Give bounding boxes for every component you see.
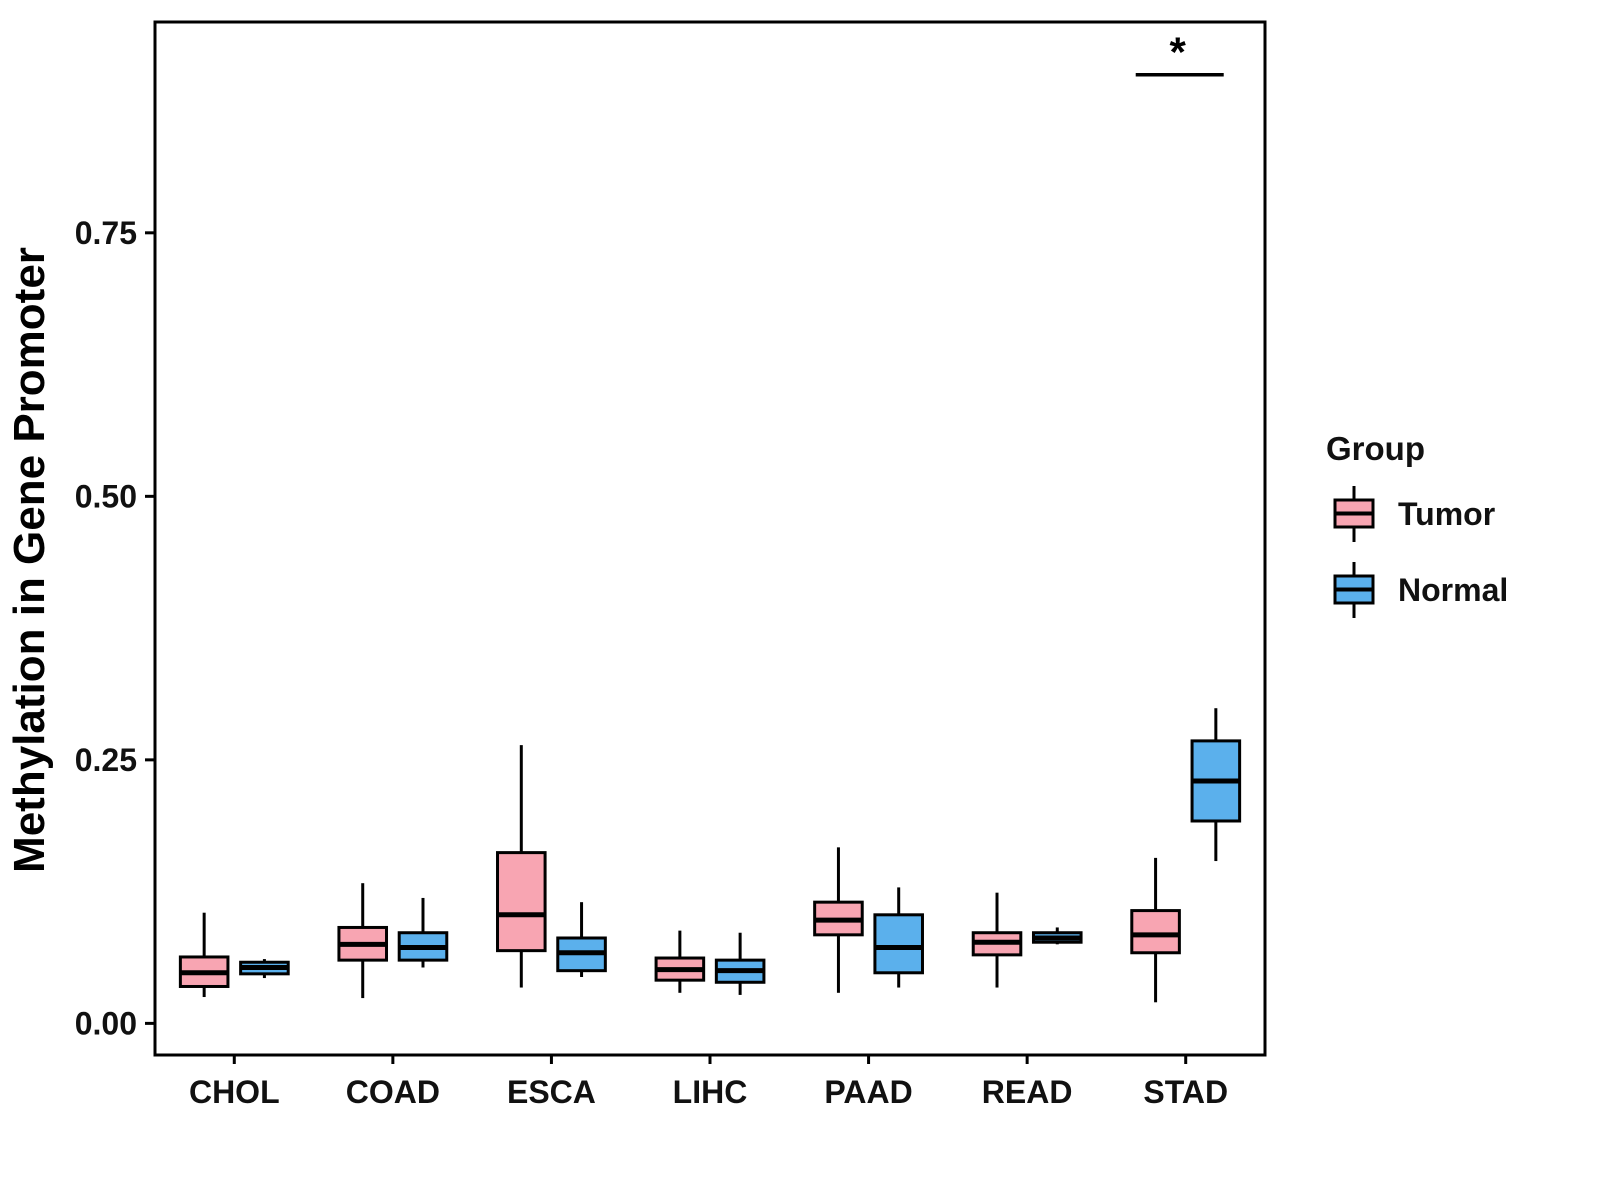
boxplot-COAD-tumor bbox=[337, 883, 389, 999]
boxplot-ESCA-tumor bbox=[496, 745, 547, 988]
boxplot-CHOL-normal bbox=[239, 959, 290, 979]
boxplot-LIHC-tumor bbox=[654, 930, 706, 993]
boxplot-STAD-tumor bbox=[1130, 857, 1181, 1003]
x-tick-label: READ bbox=[982, 1074, 1073, 1110]
x-tick-label: CHOL bbox=[189, 1074, 280, 1110]
box bbox=[496, 851, 547, 953]
boxplot-READ-normal bbox=[1031, 927, 1083, 945]
legend-key-normal-boxplot-icon bbox=[1333, 562, 1375, 618]
legend-item-normal: Normal bbox=[1326, 558, 1508, 622]
legend-label-normal: Normal bbox=[1398, 571, 1509, 608]
x-tick-label: LIHC bbox=[673, 1074, 748, 1110]
significance-star: * bbox=[1170, 29, 1187, 76]
y-axis-title: Methylation in Gene Promoter bbox=[5, 247, 54, 873]
x-tick-label: ESCA bbox=[507, 1074, 596, 1110]
x-tick-label: COAD bbox=[346, 1074, 440, 1110]
legend-item-tumor: Tumor bbox=[1326, 482, 1508, 546]
boxplot-ESCA-normal bbox=[556, 902, 607, 977]
boxplot-COAD-normal bbox=[397, 897, 449, 968]
boxplot-PAAD-normal bbox=[873, 887, 924, 988]
legend-label-tumor: Tumor bbox=[1398, 495, 1496, 532]
boxplot-LIHC-normal bbox=[714, 932, 766, 995]
y-tick-label: 0.50 bbox=[75, 478, 137, 514]
x-tick-label: STAD bbox=[1143, 1074, 1228, 1110]
x-tick-label: PAAD bbox=[824, 1074, 912, 1110]
legend: Group Tumor Normal bbox=[1326, 430, 1508, 622]
panel-border bbox=[153, 20, 1267, 1057]
y-tick-label: 0.00 bbox=[75, 1005, 137, 1041]
boxplot-CHOL-tumor bbox=[178, 912, 230, 998]
legend-items: Tumor Normal bbox=[1326, 482, 1508, 622]
legend-key-tumor-boxplot-icon bbox=[1333, 486, 1375, 542]
y-tick-label: 0.25 bbox=[75, 742, 137, 778]
boxplot-PAAD-tumor bbox=[813, 847, 864, 993]
legend-title: Group bbox=[1326, 430, 1425, 467]
box bbox=[1130, 909, 1181, 955]
y-tick-label: 0.75 bbox=[75, 215, 137, 251]
boxplot-READ-tumor bbox=[971, 892, 1023, 988]
boxplot-STAD-normal bbox=[1190, 708, 1242, 862]
box bbox=[873, 913, 924, 975]
